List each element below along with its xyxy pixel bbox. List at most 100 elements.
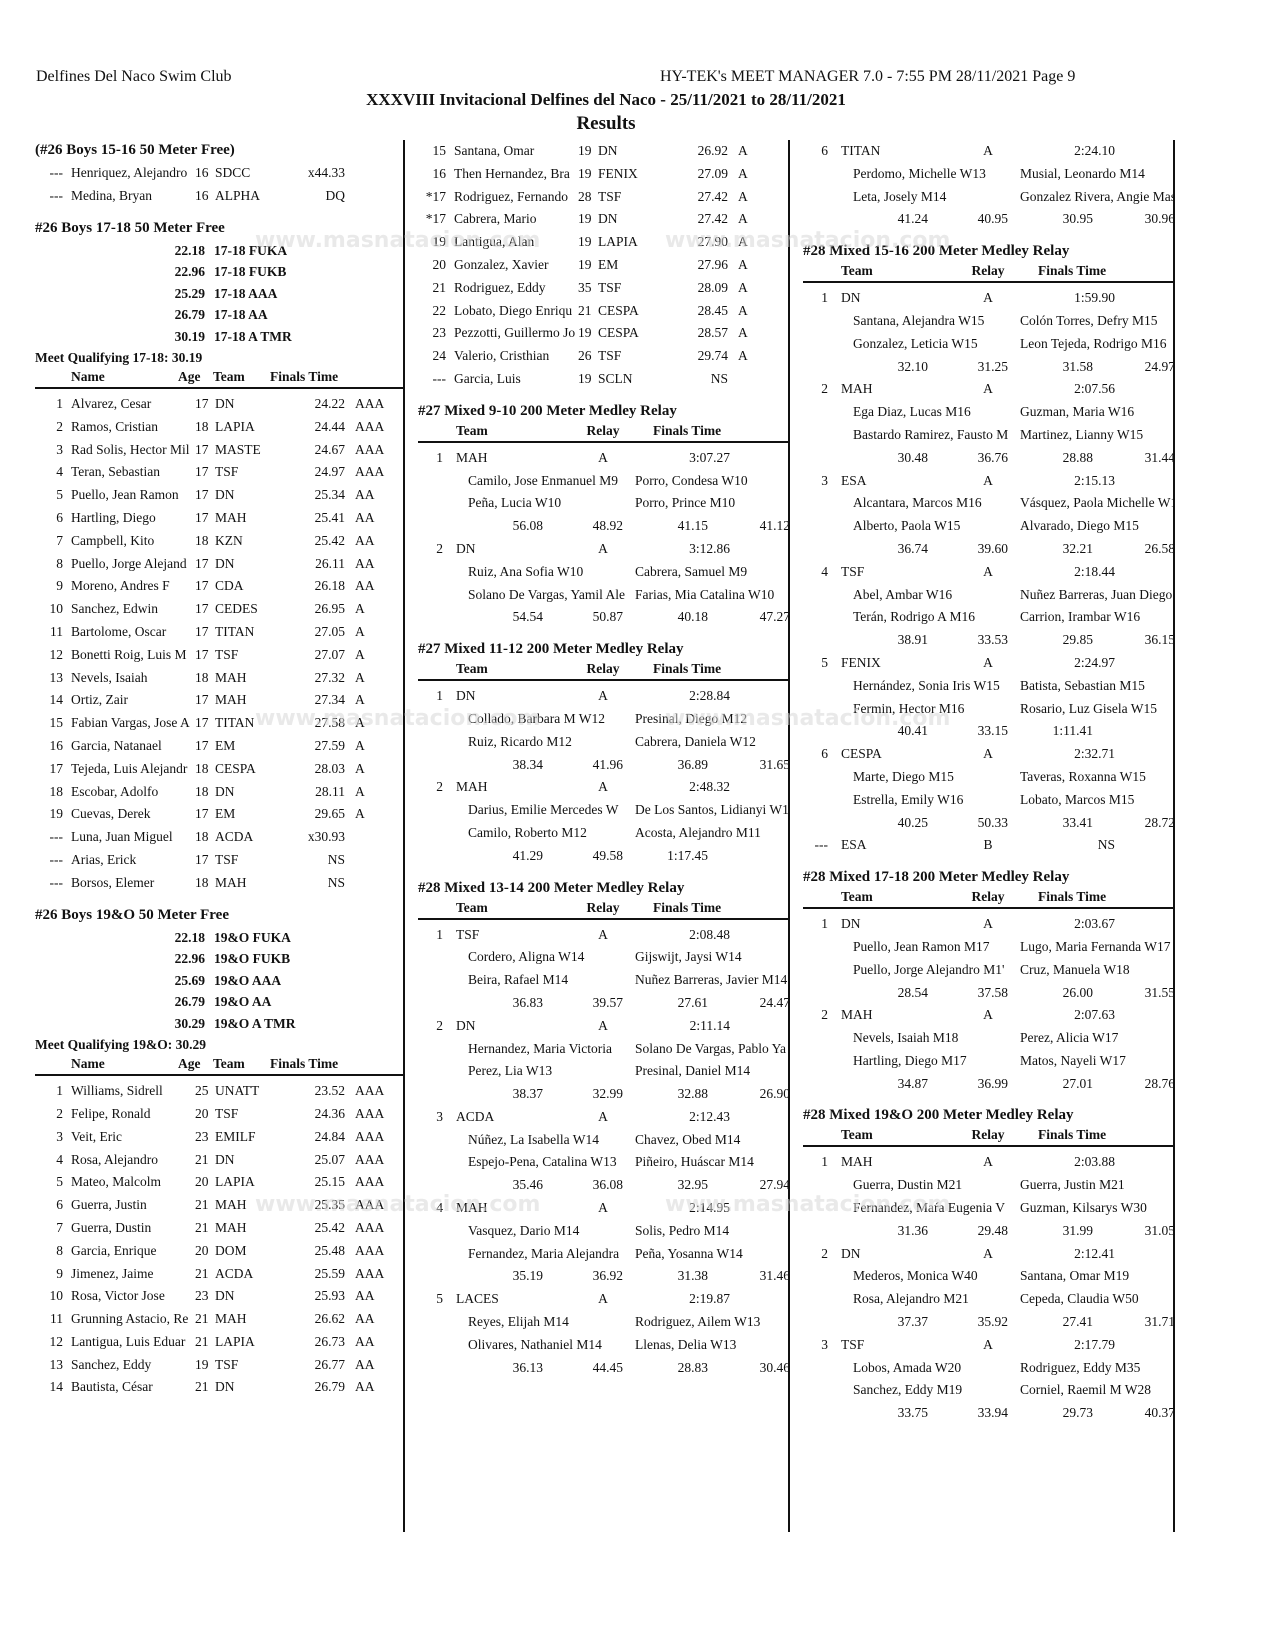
- team: MAH: [456, 1200, 488, 1216]
- swimmer-name: Grunning Astacio, Re: [71, 1311, 189, 1327]
- relay-letter: A: [598, 1200, 608, 1216]
- result-row: 15 Fabian Vargas, Jose A 17 TITAN 27.58 A: [35, 712, 405, 735]
- split-time: 30.95: [1062, 211, 1093, 227]
- finals-time: 25.41: [314, 510, 345, 526]
- team: DN: [841, 1245, 861, 1261]
- age: 17: [195, 555, 209, 571]
- result-row: 19 Lantigua, Alan 19 LAPIA 27.90 A: [418, 231, 788, 254]
- place: 2: [436, 779, 443, 795]
- relay-swimmer: Batista, Sebastian M15: [1020, 677, 1145, 693]
- event-heading: #27 Mixed 9-10 200 Meter Medley Relay: [418, 401, 788, 423]
- finals-time: 28.57: [697, 325, 728, 341]
- finals-time: 29.74: [697, 348, 728, 364]
- split-time: 31.44: [1144, 449, 1173, 465]
- finals-time: 2:15.13: [1074, 472, 1115, 488]
- relay-splits-row: 38.37 32.99 32.88 26.90: [418, 1083, 788, 1106]
- event-title: #28 Mixed 15-16 200 Meter Medley Relay: [803, 243, 1070, 260]
- relay-letter: A: [983, 1336, 993, 1352]
- header-team: Team: [841, 1127, 873, 1143]
- split-time: 34.87: [897, 1075, 928, 1091]
- age: 23: [195, 1288, 209, 1304]
- relay-splits-row: 33.75 33.94 29.73 40.37: [803, 1402, 1173, 1425]
- split-time: 35.19: [512, 1268, 543, 1284]
- relay-swimmer: Sanchez, Eddy M19: [853, 1382, 963, 1398]
- relay-swimmer: Fernandez, Maŕa Eugenia V: [853, 1200, 1005, 1216]
- relay-swimmer: Perez, Alicia W17: [1020, 1030, 1119, 1046]
- relay-splits-row: 30.48 36.76 28.88 31.44: [803, 447, 1173, 470]
- event-title: (#26 Boys 15-16 50 Meter Free): [35, 142, 235, 158]
- swimmer-name: Arias, Erick: [71, 852, 137, 868]
- age: 17: [195, 806, 209, 822]
- relay-swimmer: Peña, Yosanna W14: [635, 1245, 743, 1261]
- place: 8: [56, 1242, 63, 1258]
- place: 3: [56, 1128, 63, 1144]
- team: ACDA: [215, 829, 254, 845]
- team: MAH: [215, 669, 247, 685]
- meet-qualifying-text: Meet Qualifying 19&O: 30.29: [35, 1037, 206, 1053]
- result-row: 12 Bonetti Roig, Luis M 17 TSF 27.07 A: [35, 644, 405, 667]
- standard-label: 17-18 A TMR: [214, 328, 292, 344]
- age: 19: [195, 1356, 209, 1372]
- relay-swimmer: Lugo, Maria Fernanda W17: [1020, 938, 1171, 954]
- swimmer-name: Medina, Bryan: [71, 187, 152, 203]
- place: 12: [49, 1333, 64, 1349]
- relay-swimmer: Santana, Omar M19: [1020, 1268, 1130, 1284]
- result-row: 13 Sanchez, Eddy 19 TSF 26.77 AA: [35, 1354, 405, 1377]
- relay-swimmers-row: Hernandez, Maria Victoria Solano De Varga…: [418, 1038, 788, 1061]
- split-time: 26.00: [1062, 984, 1093, 1000]
- result-row: 19 Cuevas, Derek 17 EM 29.65 A: [35, 803, 405, 826]
- column-divider: [1173, 140, 1175, 1532]
- team: DOM: [215, 1242, 247, 1258]
- relay-swimmer: Porro, Condesa W10: [635, 472, 748, 488]
- result-row: 13 Nevels, Isaiah 18 MAH 27.32 A: [35, 667, 405, 690]
- time-standard: 22.96 17-18 FUKB: [35, 261, 405, 283]
- place: 6: [821, 143, 828, 158]
- finals-time: 27.90: [697, 234, 728, 250]
- standard: AAA: [355, 1242, 385, 1258]
- relay-swimmers-row: Espejo-Pena, Catalina W13 Piñeiro, Huásca…: [418, 1151, 788, 1174]
- swimmer-name: Fabian Vargas, Jose A: [71, 715, 190, 731]
- standard: A: [738, 348, 748, 364]
- standard: A: [355, 760, 365, 776]
- age: 21: [195, 1219, 209, 1235]
- team: TSF: [598, 279, 622, 295]
- relay-team-row: 3 ESA A 2:15.13: [803, 470, 1173, 493]
- swimmer-name: Mateo, Malcolm: [71, 1174, 161, 1190]
- place: 5: [56, 487, 63, 503]
- header-relay: Relay: [586, 422, 620, 438]
- finals-time: x44.33: [307, 165, 345, 180]
- header-finals-time: Finals Time: [270, 369, 339, 385]
- relay-letter: A: [983, 916, 993, 932]
- relay-swimmer: Rosario, Luz Gisela W15: [1020, 700, 1157, 716]
- swimmer-name: Teran, Sebastian: [71, 464, 161, 480]
- relay-swimmer: Hernandez, Maria Victoria: [468, 1040, 612, 1056]
- place: 5: [436, 1291, 443, 1307]
- finals-time: 25.93: [314, 1288, 345, 1304]
- standard: AAA: [355, 1197, 385, 1213]
- relay-swimmer: Presinal, Diego M12: [635, 710, 748, 726]
- relay-swimmer: Vasquez, Dario M14: [468, 1222, 580, 1238]
- team: LACES: [456, 1291, 499, 1307]
- event-heading: #28 Mixed 15-16 200 Meter Medley Relay: [803, 241, 1173, 263]
- age: 21: [195, 1311, 209, 1327]
- header-team: Team: [841, 263, 873, 279]
- standard-time: 22.96: [174, 951, 205, 967]
- swimmer-name: Ortiz, Zair: [71, 692, 128, 708]
- relay-letter: A: [598, 688, 608, 704]
- relay-team-row: 2 DN A 2:11.14: [418, 1015, 788, 1038]
- swimmer-name: Guerra, Justin: [71, 1197, 147, 1213]
- age: 19: [578, 370, 592, 386]
- team: CESPA: [841, 746, 882, 762]
- meet-qualifying: Meet Qualifying 17-18: 30.19: [35, 347, 405, 369]
- standard-time: 22.96: [174, 264, 205, 280]
- age: 21: [195, 1265, 209, 1281]
- age: 18: [195, 783, 209, 799]
- result-row: *17 Rodriguez, Fernando 28 TSF 27.42 A: [418, 186, 788, 209]
- team: ALPHA: [215, 187, 261, 203]
- standard: AA: [355, 1288, 375, 1304]
- split-time: 33.94: [977, 1405, 1008, 1421]
- finals-time: 2:11.14: [689, 1017, 730, 1033]
- age: 17: [195, 624, 209, 640]
- finals-time: 28.03: [314, 760, 345, 776]
- split-time: 36.99: [977, 1075, 1008, 1091]
